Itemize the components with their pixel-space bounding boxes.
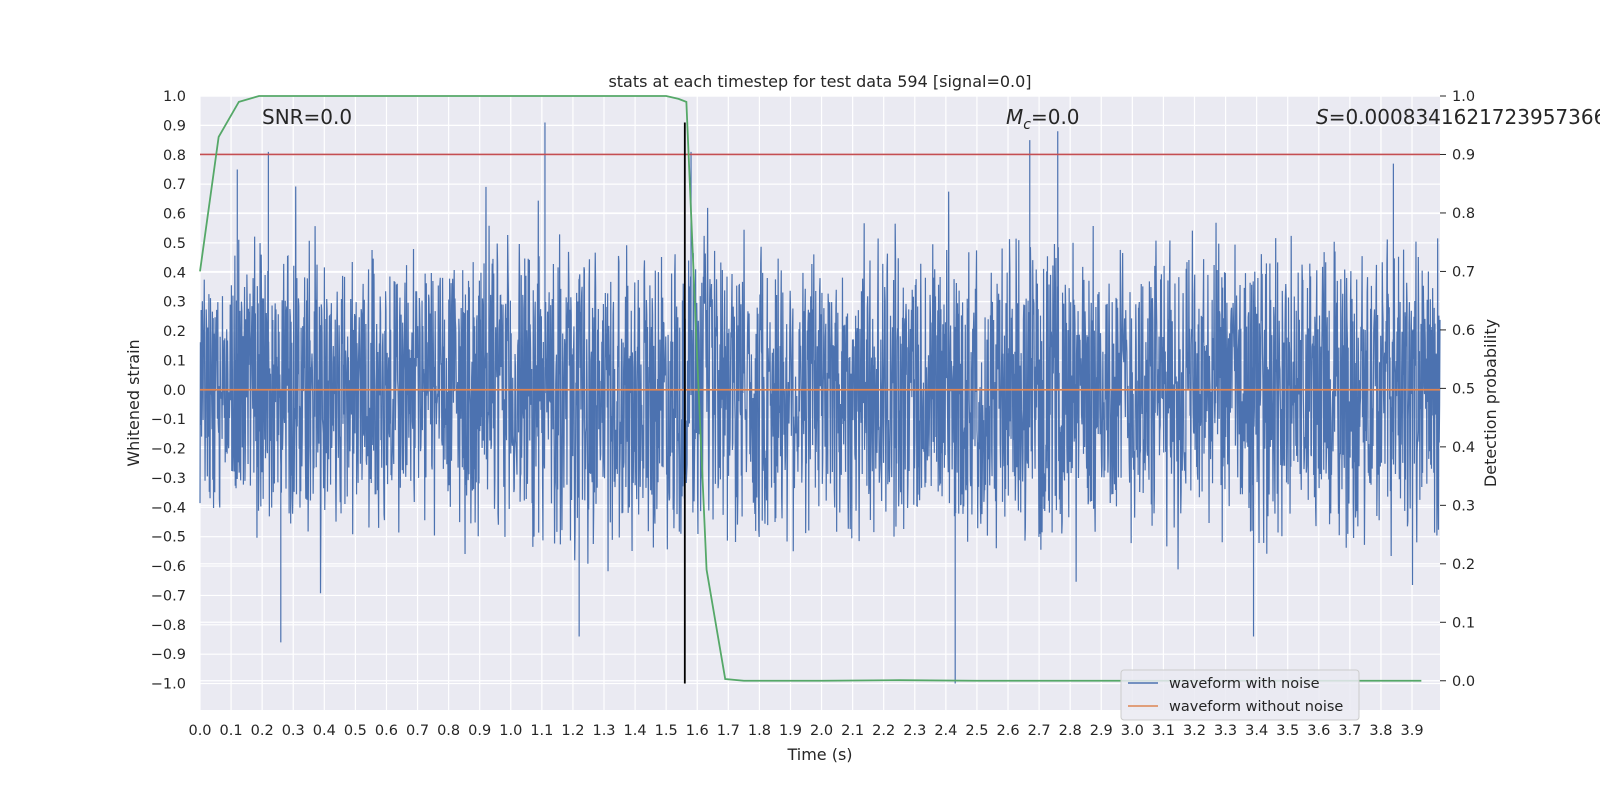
y2-tick-label: 0.5 xyxy=(1452,381,1475,397)
y2-tick-label: 0.1 xyxy=(1452,615,1475,631)
x-tick-label: 0.5 xyxy=(344,723,367,739)
x-tick-label: 2.5 xyxy=(965,723,988,739)
y-tick-label: 0.9 xyxy=(163,118,186,134)
annotation-chirp-mass-symbol: M xyxy=(1006,105,1023,129)
x-tick-label: 3.4 xyxy=(1245,723,1268,739)
y-tick-label: −0.7 xyxy=(151,588,186,604)
annotation-s-statistic: S=0.0008341621723957366 xyxy=(1316,105,1600,129)
y2-tick-label: 0.0 xyxy=(1452,674,1475,690)
y2-tick-label: 0.2 xyxy=(1452,557,1475,573)
x-tick-label: 3.8 xyxy=(1369,723,1392,739)
x-axis-label: Time (s) xyxy=(786,745,852,764)
y2-tick-label: 1.0 xyxy=(1452,89,1475,105)
legend: waveform with noise waveform without noi… xyxy=(1120,669,1360,721)
x-tick-label: 2.3 xyxy=(903,723,926,739)
x-tick-label: 0.6 xyxy=(375,723,398,739)
x-tick-label: 2.1 xyxy=(841,723,864,739)
y-tick-label: −0.4 xyxy=(151,500,186,516)
x-tick-label: 1.6 xyxy=(686,723,709,739)
y2-tick-label: 0.7 xyxy=(1452,264,1475,280)
annotation-chirp-mass-value: =0.0 xyxy=(1031,105,1080,129)
x-tick-label: 3.5 xyxy=(1276,723,1299,739)
y2-tick-label: 0.4 xyxy=(1452,440,1475,456)
x-tick-label: 1.4 xyxy=(624,723,647,739)
y-tick-label: −0.2 xyxy=(151,442,186,458)
x-tick-label: 3.0 xyxy=(1121,723,1144,739)
y-tick-label: −1.0 xyxy=(151,677,186,693)
x-tick-label: 0.8 xyxy=(437,723,460,739)
series-layer xyxy=(199,95,1440,684)
x-tick-label: 3.2 xyxy=(1183,723,1206,739)
y2-tick-label: 0.3 xyxy=(1452,498,1475,514)
annotation-s-value: =0.0008341621723957366 xyxy=(1329,105,1600,129)
x-tick-label: 1.1 xyxy=(530,723,553,739)
y-tick-label: 0.8 xyxy=(163,148,186,164)
x-tick-label: 1.7 xyxy=(717,723,740,739)
series-waveform-with-noise xyxy=(199,122,1441,684)
x-tick-label: 2.9 xyxy=(1090,723,1113,739)
legend-box xyxy=(1120,669,1360,721)
tick-labels: 0.0 0.1 0.2 0.3 0.4 0.5 0.6 0.7 0.8 0.9 1.0 1.1 1.2 1… xyxy=(151,89,1475,739)
x-tick-label: 0.4 xyxy=(313,723,336,739)
y-tick-label: 0.2 xyxy=(163,324,186,340)
y-tick-label: −0.9 xyxy=(151,647,186,663)
x-tick-label: 2.8 xyxy=(1059,723,1082,739)
x-tick-label: 0.9 xyxy=(468,723,491,739)
y-tick-label: −0.3 xyxy=(151,471,186,487)
y-tick-label: −0.1 xyxy=(151,412,186,428)
x-tick-label: 2.0 xyxy=(810,723,833,739)
annotation-s-symbol: S xyxy=(1316,105,1329,129)
y-tick-label: 0.5 xyxy=(163,236,186,252)
y-tick-label: 0.1 xyxy=(163,353,186,369)
x-tick-label: 0.0 xyxy=(188,723,211,739)
y-tick-label: 0.7 xyxy=(163,177,186,193)
y2-tick-label: 0.8 xyxy=(1452,206,1475,222)
x-tick-label: 3.9 xyxy=(1400,723,1423,739)
x-tick-label: 0.2 xyxy=(251,723,274,739)
annotation-chirp-mass-sub: c xyxy=(1023,117,1031,133)
x-tick-label: 3.7 xyxy=(1338,723,1361,739)
y-tick-label: 0.4 xyxy=(163,265,186,281)
x-tick-label: 2.7 xyxy=(1028,723,1051,739)
y2-axis-label: Detection probability xyxy=(1481,319,1500,487)
x-tick-label: 3.1 xyxy=(1152,723,1175,739)
x-tick-label: 3.6 xyxy=(1307,723,1330,739)
y-axis-label: Whitened strain xyxy=(124,339,143,466)
waveform-with-noise-line xyxy=(199,122,1441,684)
y2-tick-label: 0.9 xyxy=(1452,147,1475,163)
x-tick-label: 1.2 xyxy=(561,723,584,739)
y-tick-label: 0.3 xyxy=(163,295,186,311)
x-tick-label: 0.7 xyxy=(406,723,429,739)
legend-label-waveform-without-noise: waveform without noise xyxy=(1169,699,1343,715)
annotation-chirp-mass: Mc=0.0 xyxy=(1006,105,1080,133)
y-tick-label: −0.6 xyxy=(151,559,186,575)
x-tick-label: 1.0 xyxy=(499,723,522,739)
x-tick-label: 2.4 xyxy=(934,723,957,739)
y-tick-label: 1.0 xyxy=(163,89,186,105)
legend-label-waveform-with-noise: waveform with noise xyxy=(1169,676,1320,692)
x-tick-label: 1.3 xyxy=(592,723,615,739)
x-tick-label: 0.3 xyxy=(282,723,305,739)
x-tick-label: 1.9 xyxy=(779,723,802,739)
y2-tick-label: 0.6 xyxy=(1452,323,1475,339)
detection-probability-line xyxy=(199,95,1422,682)
y-tick-label: 0.6 xyxy=(163,207,186,223)
x-tick-label: 3.3 xyxy=(1214,723,1237,739)
x-tick-label: 2.2 xyxy=(872,723,895,739)
x-tick-label: 1.8 xyxy=(748,723,771,739)
y-tick-label: −0.5 xyxy=(151,530,186,546)
x-tick-label: 1.5 xyxy=(655,723,678,739)
y-tick-label: −0.8 xyxy=(151,618,186,634)
annotation-snr: SNR=0.0 xyxy=(262,105,352,129)
y-tick-label: 0.0 xyxy=(163,383,186,399)
x-tick-label: 2.6 xyxy=(996,723,1019,739)
x-tick-label: 0.1 xyxy=(220,723,243,739)
chart-title: stats at each timestep for test data 594… xyxy=(608,72,1031,91)
